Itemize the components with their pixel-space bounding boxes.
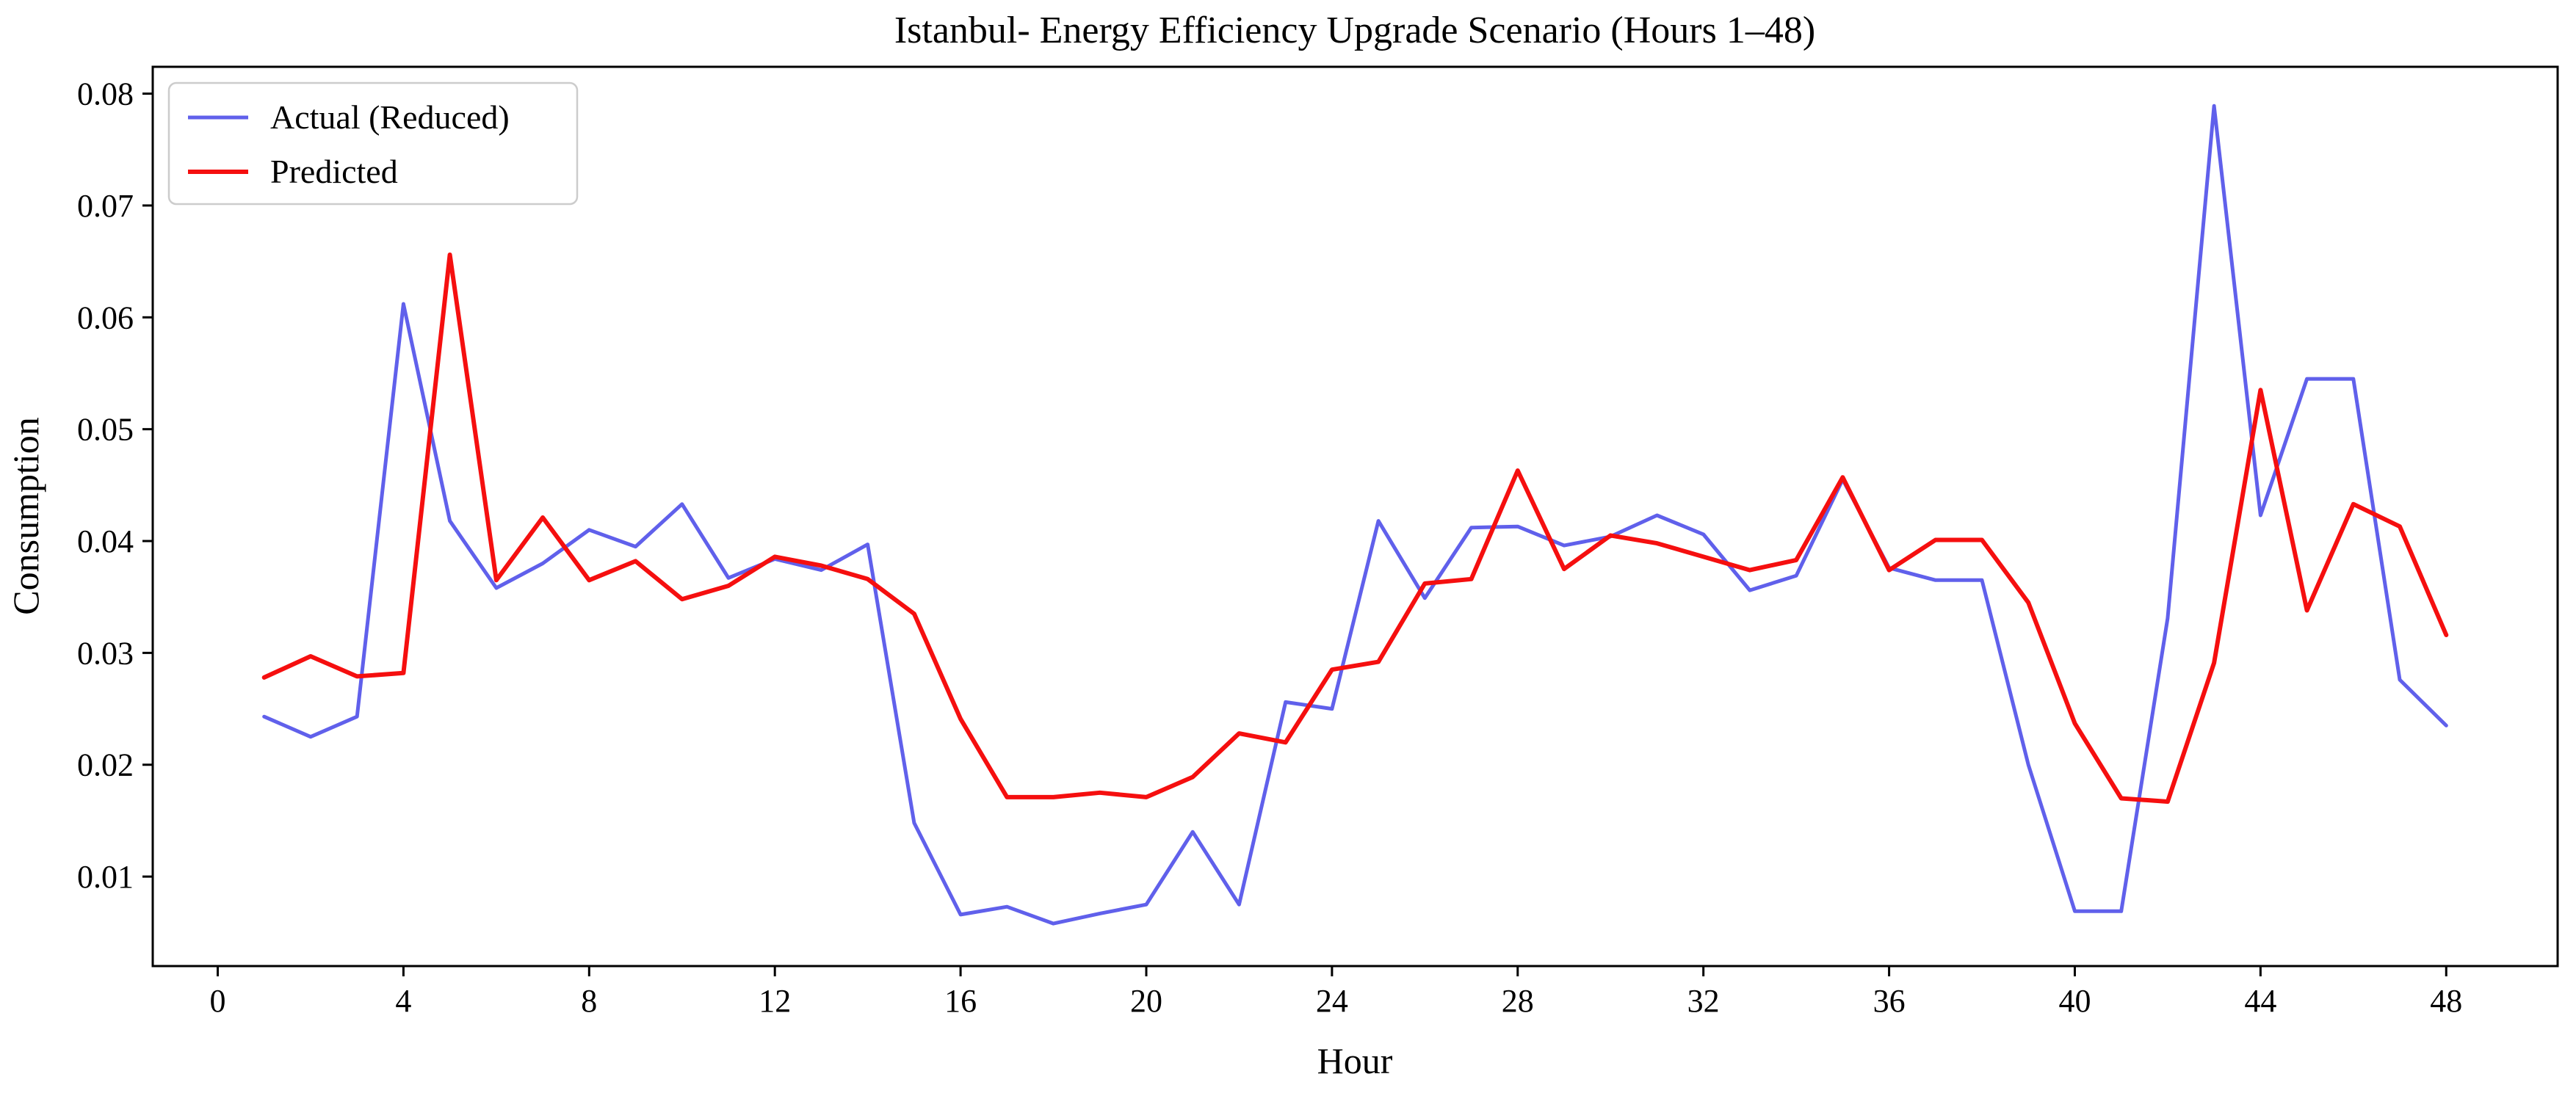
x-tick-label: 48 bbox=[2430, 983, 2462, 1019]
y-tick-label: 0.03 bbox=[77, 635, 134, 671]
x-tick-label: 16 bbox=[944, 983, 977, 1019]
y-tick-label: 0.01 bbox=[77, 859, 134, 895]
legend-box bbox=[167, 81, 579, 206]
x-tick-label: 28 bbox=[1502, 983, 1534, 1019]
legend-label-predicted: Predicted bbox=[270, 153, 398, 190]
series-line-0 bbox=[262, 104, 2448, 926]
y-axis-ticks: 0.01 0.02 0.03 0.04 0.05 0.06 0.07 0.08 bbox=[77, 76, 153, 895]
x-axis-ticks: 0 4 8 12 16 20 24 28 32 36 40 44 48 bbox=[210, 966, 2462, 1019]
chart-title: Istanbul- Energy Efficiency Upgrade Scen… bbox=[894, 10, 1815, 51]
x-tick-label: 32 bbox=[1687, 983, 1720, 1019]
x-tick-label: 12 bbox=[759, 983, 791, 1019]
legend-label-actual: Actual (Reduced) bbox=[270, 98, 510, 136]
x-tick-label: 0 bbox=[210, 983, 226, 1019]
series-line-1 bbox=[261, 253, 2449, 804]
x-tick-label: 8 bbox=[581, 983, 597, 1019]
y-tick-label: 0.07 bbox=[77, 188, 134, 224]
legend: Actual (Reduced) Predicted bbox=[167, 81, 579, 206]
y-tick-label: 0.05 bbox=[77, 412, 134, 448]
y-tick-label: 0.08 bbox=[77, 76, 134, 112]
y-tick-label: 0.02 bbox=[77, 747, 134, 783]
y-tick-label: 0.04 bbox=[77, 523, 134, 559]
plot-spines bbox=[151, 65, 2559, 968]
y-tick-label: 0.06 bbox=[77, 300, 134, 335]
x-tick-label: 44 bbox=[2244, 983, 2276, 1019]
x-tick-label: 40 bbox=[2058, 983, 2091, 1019]
x-tick-label: 36 bbox=[1873, 983, 1906, 1019]
x-tick-label: 20 bbox=[1130, 983, 1162, 1019]
x-tick-label: 24 bbox=[1316, 983, 1348, 1019]
y-axis-label: Consumption bbox=[5, 417, 46, 614]
x-axis-label: Hour bbox=[1317, 1040, 1393, 1081]
data-series-lines bbox=[261, 104, 2449, 926]
x-tick-label: 4 bbox=[395, 983, 411, 1019]
